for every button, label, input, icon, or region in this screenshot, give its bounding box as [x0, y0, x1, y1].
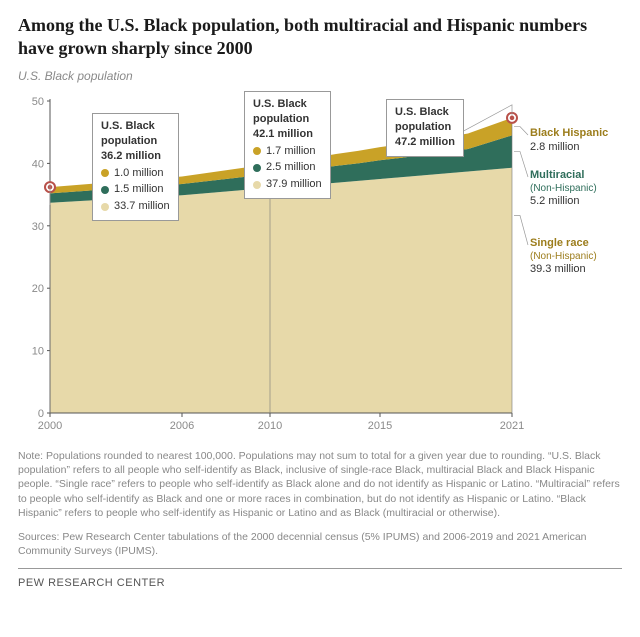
svg-text:2006: 2006: [170, 420, 194, 432]
series-label-single: Single race(Non-Hispanic)39.3 million: [530, 237, 597, 277]
footer: PEW RESEARCH CENTER: [18, 568, 622, 589]
note-text: Note: Populations rounded to nearest 100…: [18, 449, 622, 520]
svg-text:2000: 2000: [38, 420, 62, 432]
svg-text:2021: 2021: [500, 420, 524, 432]
svg-text:20: 20: [32, 283, 44, 295]
callout-2021: U.S. Blackpopulation47.2 million: [386, 99, 464, 157]
subtitle: U.S. Black population: [18, 69, 622, 83]
series-label-multi: Multiracial(Non-Hispanic)5.2 million: [530, 169, 597, 209]
area-chart: 0 10 20 30 40 50 2000 2006 2010 2015 2021 U.S. Bla…: [18, 89, 622, 439]
svg-text:2010: 2010: [258, 420, 282, 432]
svg-text:50: 50: [32, 96, 44, 108]
svg-text:0: 0: [38, 408, 44, 420]
callout-2000: U.S. Blackpopulation36.2 million1.0 mill…: [92, 113, 179, 221]
callout-2010: U.S. Blackpopulation42.1 million1.7 mill…: [244, 91, 331, 199]
svg-text:40: 40: [32, 158, 44, 170]
svg-text:30: 30: [32, 221, 44, 233]
page-title: Among the U.S. Black population, both mu…: [18, 14, 622, 59]
svg-text:2015: 2015: [368, 420, 392, 432]
series-label-hisp: Black Hispanic2.8 million: [530, 127, 608, 155]
svg-text:10: 10: [32, 346, 44, 358]
sources-text: Sources: Pew Research Center tabulations…: [18, 530, 622, 558]
